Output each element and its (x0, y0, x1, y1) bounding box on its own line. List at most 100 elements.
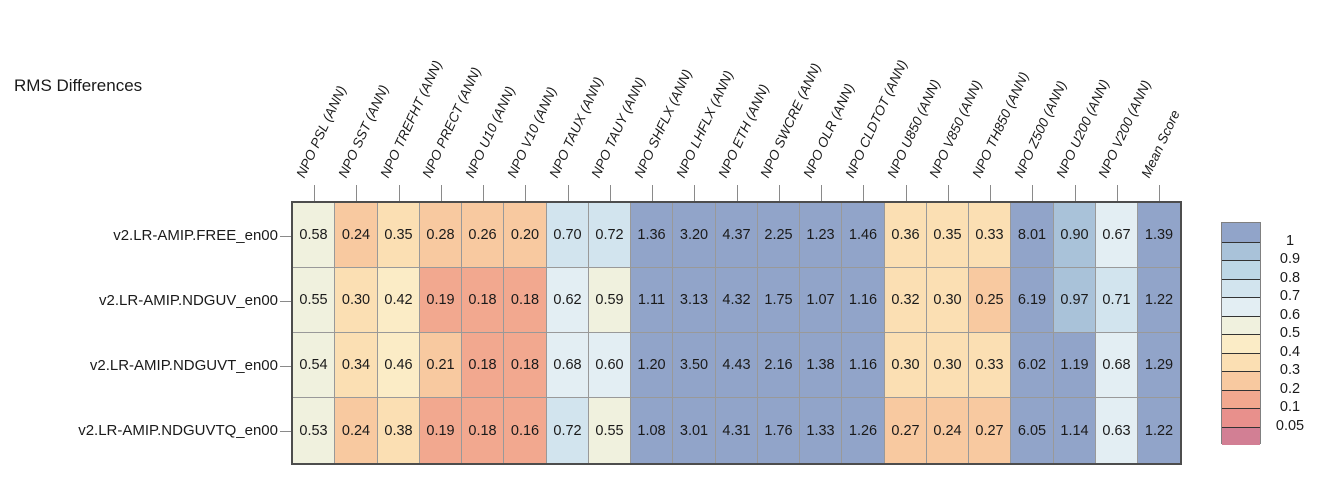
heatmap-cell: 0.72 (589, 203, 631, 268)
legend-tick-label: 0.3 (1279, 362, 1301, 378)
heatmap-cell: 0.58 (293, 203, 335, 268)
legend-color-band (1222, 334, 1260, 353)
column-tick (568, 185, 569, 201)
legend-tick-label: 0.6 (1279, 307, 1301, 323)
heatmap-cell: 1.76 (758, 398, 800, 463)
column-tick (441, 185, 442, 201)
row-label: v2.LR-AMIP.NDGUVT_en00 (89, 357, 278, 374)
heatmap-cell: 6.05 (1011, 398, 1054, 463)
heatmap-cell: 0.60 (589, 333, 631, 398)
heatmap-cell: 0.55 (589, 398, 631, 463)
heatmap-cell: 8.01 (1011, 203, 1054, 268)
legend-color-band (1222, 260, 1260, 279)
heatmap-cell: 1.22 (1138, 268, 1180, 333)
heatmap-cell: 0.62 (547, 268, 589, 333)
row-tick (280, 431, 291, 432)
heatmap-cell: 0.30 (335, 268, 378, 333)
legend-color-band (1222, 371, 1260, 390)
column-tick (483, 185, 484, 201)
heatmap-cell: 0.33 (969, 333, 1011, 398)
column-header: Mean Score (1138, 107, 1183, 180)
heatmap-cell: 1.46 (842, 203, 885, 268)
chart-title: RMS Differences (14, 76, 143, 95)
heatmap-cell: 0.70 (547, 203, 589, 268)
legend-tick-label: 0.2 (1279, 381, 1301, 397)
heatmap-cell: 0.42 (378, 268, 420, 333)
column-tick (737, 185, 738, 201)
row-tick (280, 366, 291, 367)
column-tick (863, 185, 864, 201)
heatmap-cell: 1.75 (758, 268, 800, 333)
heatmap-cell: 0.67 (1096, 203, 1138, 268)
heatmap-cell: 3.20 (673, 203, 716, 268)
legend-color-band (1222, 427, 1260, 445)
row-tick (280, 301, 291, 302)
heatmap-cell: 0.18 (504, 268, 547, 333)
column-tick (779, 185, 780, 201)
heatmap-cell: 0.30 (885, 333, 927, 398)
heatmap-cell: 0.20 (504, 203, 547, 268)
heatmap-cell: 3.50 (673, 333, 716, 398)
heatmap-cell: 0.32 (885, 268, 927, 333)
heatmap-cell: 1.36 (631, 203, 673, 268)
heatmap-grid: 0.58 0.24 0.35 0.28 0.26 0.20 0.70 0.72 1.36 3.20… (291, 201, 1182, 465)
heatmap-cell: 4.32 (716, 268, 758, 333)
legend-color-band (1222, 223, 1260, 242)
legend-tick-label: 0.7 (1279, 288, 1301, 304)
row-tick (280, 236, 291, 237)
column-tick (525, 185, 526, 201)
heatmap-cell: 0.24 (335, 398, 378, 463)
column-tick (610, 185, 611, 201)
heatmap-cell: 0.35 (378, 203, 420, 268)
heatmap-cell: 1.08 (631, 398, 673, 463)
heatmap-cell: 0.53 (293, 398, 335, 463)
legend-tick-label: 0.8 (1279, 270, 1301, 286)
legend-color-band (1222, 408, 1260, 427)
row-label: v2.LR-AMIP.NDGUV_en00 (99, 292, 278, 309)
legend-color-band (1222, 297, 1260, 316)
heatmap-cell: 3.13 (673, 268, 716, 333)
heatmap-cell: 1.16 (842, 333, 885, 398)
row-label: v2.LR-AMIP.NDGUVTQ_en00 (78, 422, 278, 439)
heatmap-cell: 0.97 (1054, 268, 1096, 333)
heatmap-cell: 4.37 (716, 203, 758, 268)
legend-tick-label: 0.5 (1279, 325, 1301, 341)
heatmap-cell: 0.35 (927, 203, 969, 268)
column-tick (1159, 185, 1160, 201)
heatmap-cell: 2.25 (758, 203, 800, 268)
heatmap-cell: 0.24 (335, 203, 378, 268)
heatmap-cell: 4.31 (716, 398, 758, 463)
heatmap-cell: 0.18 (462, 398, 504, 463)
heatmap-cell: 0.72 (547, 398, 589, 463)
heatmap-cell: 1.23 (800, 203, 842, 268)
heatmap-cell: 2.16 (758, 333, 800, 398)
heatmap-cell: 1.19 (1054, 333, 1096, 398)
heatmap-cell: 1.11 (631, 268, 673, 333)
heatmap-cell: 0.19 (420, 398, 462, 463)
heatmap-cell: 0.26 (462, 203, 504, 268)
legend-color-band (1222, 279, 1260, 297)
heatmap-cell: 0.68 (547, 333, 589, 398)
heatmap-cell: 0.18 (504, 333, 547, 398)
heatmap-cell: 0.27 (969, 398, 1011, 463)
column-tick (314, 185, 315, 201)
heatmap-cell: 0.68 (1096, 333, 1138, 398)
heatmap-cell: 0.18 (462, 268, 504, 333)
heatmap-cell: 0.90 (1054, 203, 1096, 268)
heatmap-cell: 0.16 (504, 398, 547, 463)
heatmap-cell: 0.33 (969, 203, 1011, 268)
legend-tick-label: 0.9 (1279, 251, 1301, 267)
legend-color-band (1222, 390, 1260, 408)
column-tick (652, 185, 653, 201)
heatmap-cell: 0.30 (927, 333, 969, 398)
heatmap-cell: 0.36 (885, 203, 927, 268)
heatmap-cell: 0.21 (420, 333, 462, 398)
heatmap-cell: 0.30 (927, 268, 969, 333)
heatmap-cell: 0.71 (1096, 268, 1138, 333)
heatmap-cell: 0.24 (927, 398, 969, 463)
heatmap-cell: 0.25 (969, 268, 1011, 333)
heatmap-cell: 0.28 (420, 203, 462, 268)
column-tick (990, 185, 991, 201)
heatmap-cell: 3.01 (673, 398, 716, 463)
